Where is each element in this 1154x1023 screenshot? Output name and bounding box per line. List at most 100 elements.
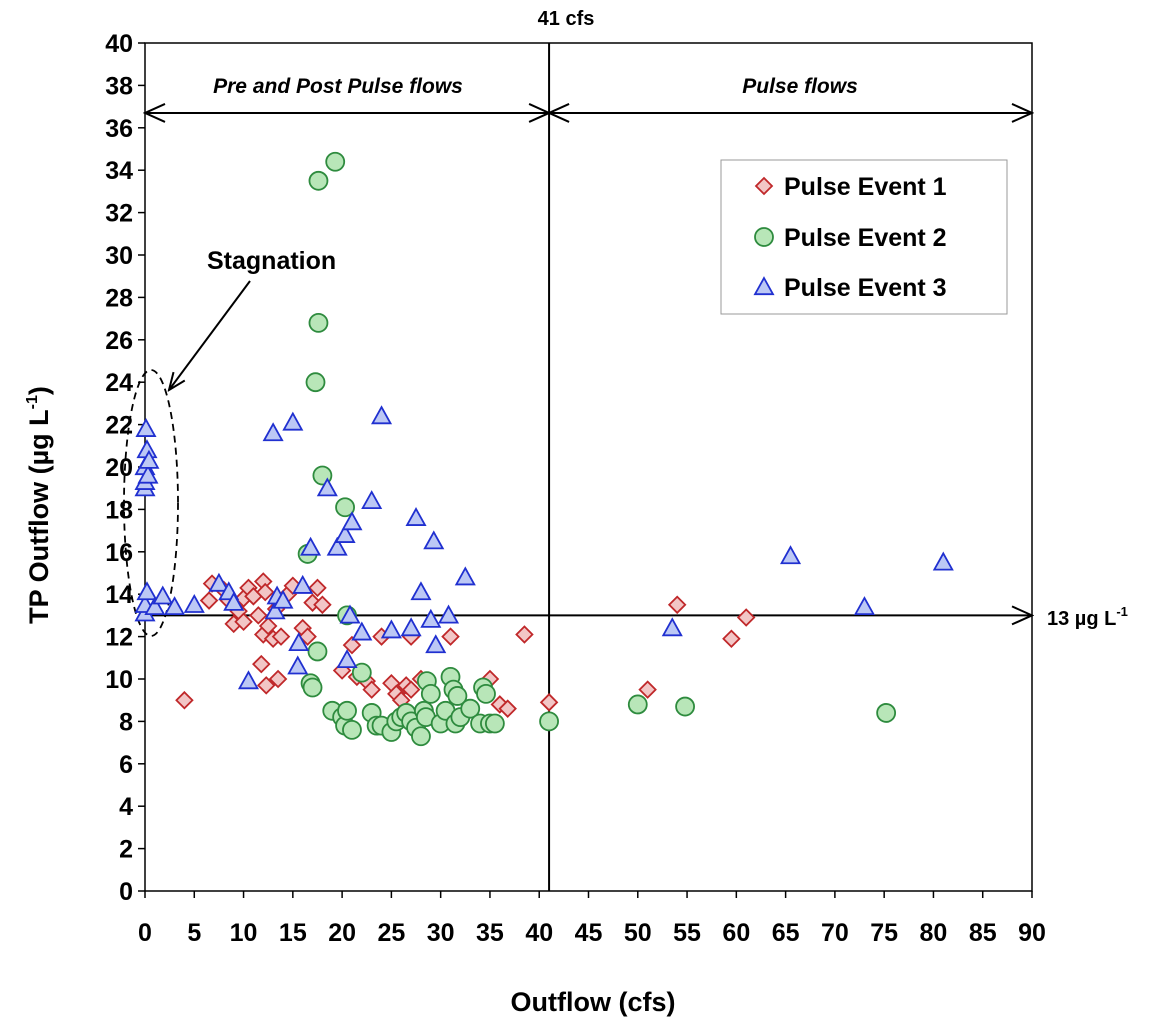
data-point [302, 677, 323, 698]
data-point [337, 700, 357, 721]
data-point [336, 649, 358, 669]
data-point [722, 629, 741, 648]
y-tick-label: 40 [105, 30, 133, 58]
data-point [876, 703, 897, 723]
legend-marker [754, 227, 774, 247]
region-right-label: Pulse flows [742, 75, 858, 98]
data-point [371, 405, 393, 425]
x-tick-label: 5 [187, 919, 201, 947]
series-1 [175, 572, 756, 718]
data-point [307, 641, 328, 662]
y-tick-label: 6 [119, 751, 133, 779]
data-point [853, 596, 875, 616]
y-tick-label: 8 [119, 708, 133, 736]
x-tick-label: 90 [1018, 919, 1046, 947]
data-point [255, 582, 275, 602]
legend: Pulse Event 1 Pulse Event 2 Pulse Event 3 [720, 159, 1008, 315]
series-3 [134, 405, 954, 690]
data-point [361, 490, 383, 510]
data-point [405, 507, 427, 526]
data-point [237, 670, 260, 690]
y-tick-label: 32 [105, 200, 133, 228]
legend-label: Pulse Event 1 [784, 173, 947, 201]
data-point [342, 635, 362, 655]
x-tick-label: 45 [575, 919, 603, 947]
data-point [460, 698, 481, 719]
x-tick-label: 10 [230, 919, 258, 947]
data-point [476, 683, 496, 704]
data-point [308, 312, 329, 333]
data-point [351, 662, 372, 683]
data-point [300, 536, 322, 556]
data-point [271, 627, 291, 646]
data-point [362, 680, 381, 699]
data-point [305, 372, 326, 393]
data-point [183, 593, 205, 613]
hline-label-text: 13 µg L [1047, 608, 1116, 630]
x-tick-label: 75 [870, 919, 898, 947]
y-tick-label: 36 [105, 115, 133, 143]
data-point [199, 591, 219, 610]
y-tick-label: 30 [105, 242, 133, 270]
data-point [258, 616, 278, 636]
x-tick-label: 40 [525, 919, 553, 947]
x-axis-title: Outflow (cfs) [511, 987, 676, 1017]
data-point [268, 669, 288, 689]
data-point [932, 551, 954, 571]
data-point [342, 719, 362, 740]
y-tick-label: 2 [119, 836, 133, 864]
y-axis-title-close: ) [24, 386, 54, 395]
legend-marker [754, 176, 774, 196]
y-tick-label: 20 [105, 454, 133, 482]
data-point [410, 581, 432, 601]
data-point [498, 699, 517, 718]
y-tick-label: 22 [105, 412, 133, 440]
data-point [137, 464, 159, 484]
data-point [425, 634, 447, 654]
data-point [736, 608, 756, 627]
y-tick-label: 16 [105, 539, 133, 567]
hline-label-sup: -1 [1116, 604, 1128, 619]
data-point [420, 608, 442, 628]
y-tick-label: 12 [105, 624, 133, 652]
data-point [667, 595, 687, 615]
data-point [441, 627, 460, 646]
y-tick-label: 18 [105, 496, 133, 524]
data-point [234, 612, 253, 632]
data-point [136, 581, 158, 601]
stagnation-ellipse [123, 369, 179, 637]
x-axis-ticks: 0 5 10 15 20 25 30 35 40 45 50 55 60 65 70 75 80 85 90 [138, 891, 1046, 947]
data-point [313, 595, 332, 615]
y-tick-label: 4 [119, 793, 133, 821]
y-tick-label: 24 [105, 369, 133, 397]
data-point [282, 411, 304, 431]
data-point [380, 619, 402, 639]
data-point [316, 477, 338, 497]
data-point [175, 690, 194, 710]
y-tick-label: 14 [105, 581, 133, 609]
data-point [400, 617, 422, 637]
region-left-label: Pre and Post Pulse flows [213, 75, 463, 98]
data-point [272, 589, 294, 609]
data-point [334, 523, 356, 543]
data-point [326, 536, 348, 556]
data-point [264, 600, 286, 620]
y-tick-label: 26 [105, 327, 133, 355]
data-point [339, 604, 361, 624]
data-point [223, 591, 245, 611]
x-tick-label: 30 [427, 919, 455, 947]
data-point [438, 604, 460, 624]
data-point [252, 654, 271, 674]
data-point [335, 497, 355, 518]
data-point [454, 566, 476, 586]
legend-items: Pulse Event 1 Pulse Event 2 Pulse Event 3 [753, 173, 947, 302]
data-point [539, 693, 559, 712]
data-point [661, 617, 683, 637]
series-layer [134, 151, 954, 747]
x-tick-label: 70 [821, 919, 849, 947]
x-tick-label: 50 [624, 919, 652, 947]
y-tick-label: 34 [105, 157, 133, 185]
data-point [164, 596, 186, 616]
